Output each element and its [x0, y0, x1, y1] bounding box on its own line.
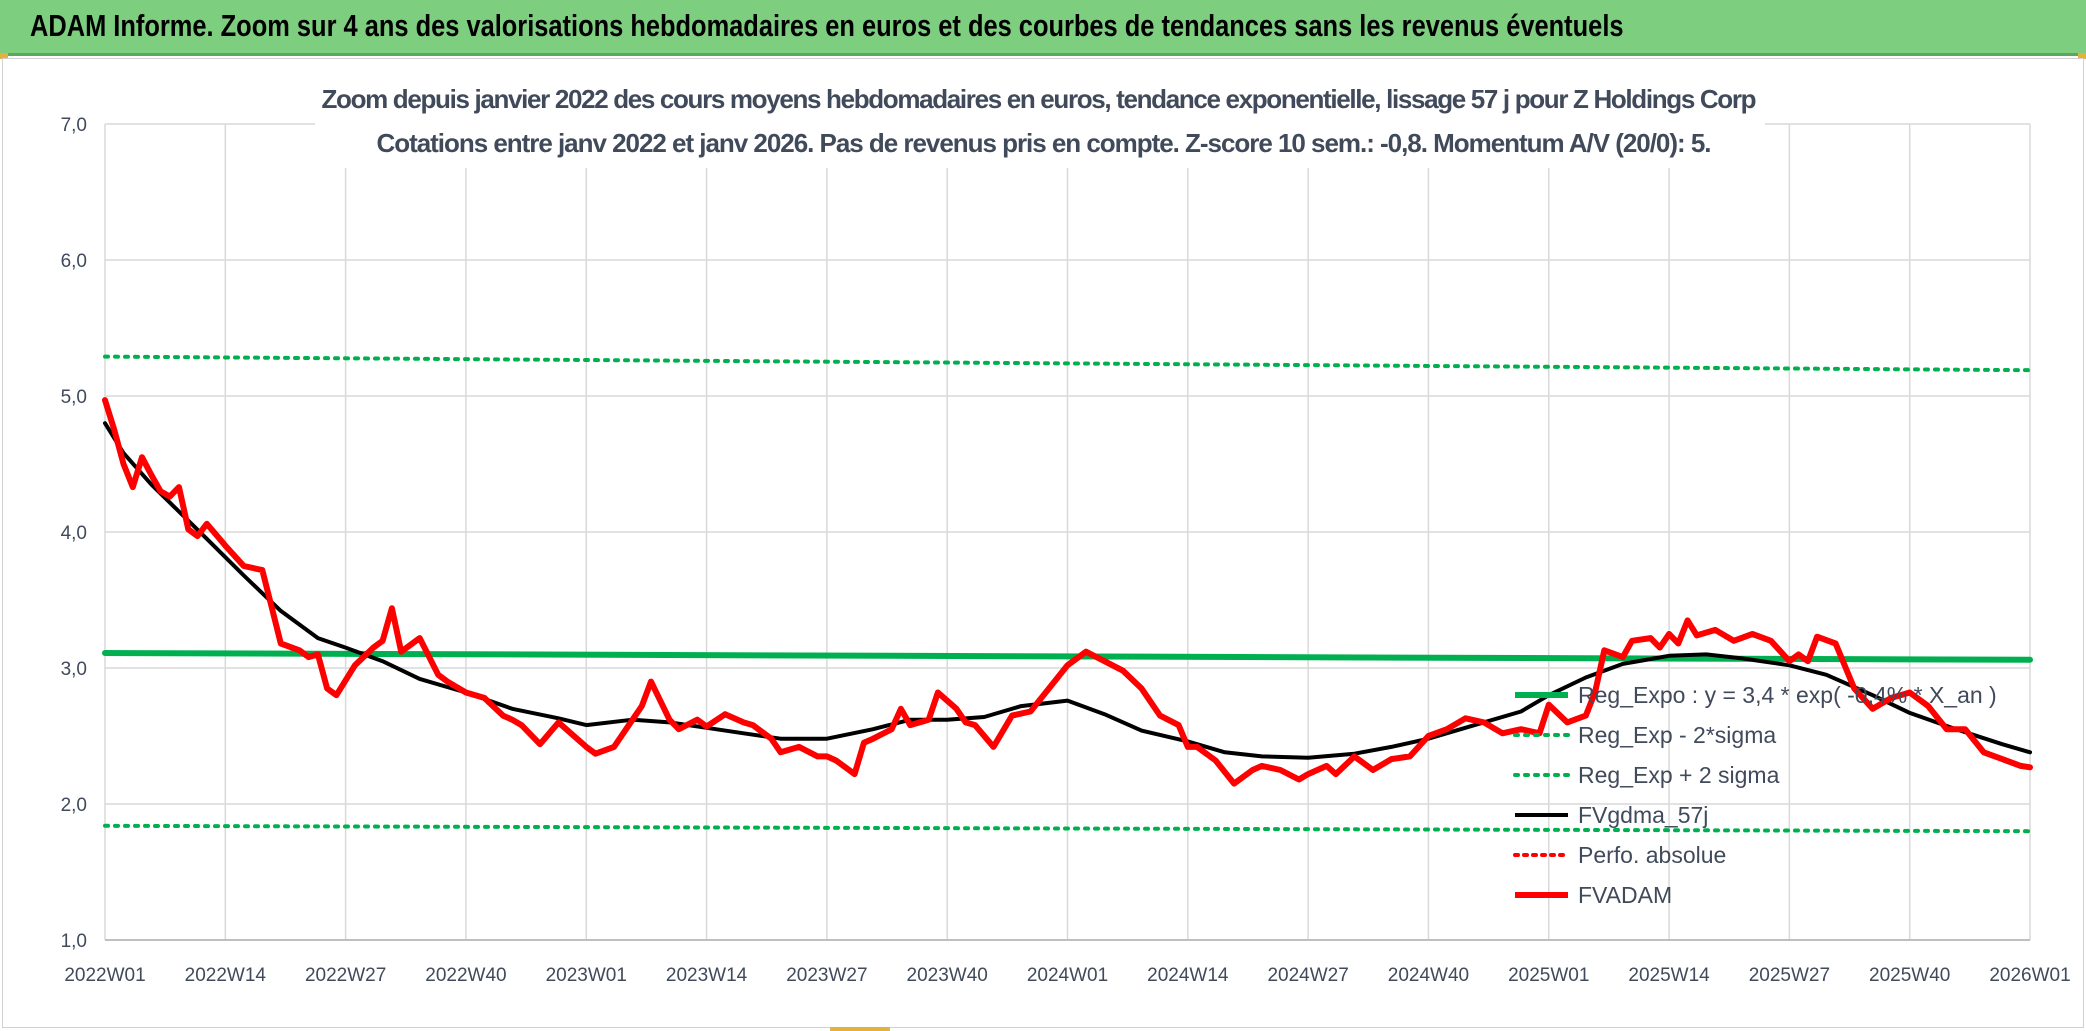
bottom-accent [830, 1027, 890, 1031]
x-tick-label: 2023W01 [546, 965, 627, 986]
x-tick-label: 2025W27 [1749, 965, 1830, 986]
banner-title: ADAM Informe. Zoom sur 4 ans des valoris… [30, 8, 1624, 43]
y-tick-label: 6,0 [61, 251, 87, 272]
title-backdrop [315, 80, 1765, 168]
y-tick-label: 3,0 [61, 659, 87, 680]
report-banner: ADAM Informe. Zoom sur 4 ans des valoris… [0, 0, 2086, 56]
y-tick-label: 5,0 [61, 387, 87, 408]
x-tick-label: 2022W14 [185, 965, 267, 986]
chart-title: Zoom depuis janvier 2022 des cours moyen… [322, 84, 1757, 114]
x-tick-label: 2023W40 [907, 965, 988, 986]
y-tick-label: 1,0 [61, 931, 87, 952]
upper-sigma-line [103, 354, 2032, 373]
x-tick-label: 2024W27 [1267, 965, 1348, 986]
fvgdma-line [103, 421, 2032, 760]
legend-label: FVADAM [1578, 882, 1672, 908]
x-tick-label: 2024W01 [1027, 965, 1108, 986]
x-tick-label: 2022W40 [425, 965, 506, 986]
x-tick-label: 2022W27 [305, 965, 386, 986]
x-tick-label: 2025W01 [1508, 965, 1589, 986]
chart-frame [2, 58, 2084, 1028]
legend-label: FVgdma_57j [1578, 802, 1708, 828]
legend-label: Reg_Expo : y = 3,4 * exp( -0,4% * X_an ) [1578, 682, 1997, 708]
x-tick-label: 2026W01 [1989, 965, 2070, 986]
x-tick-label: 2023W14 [666, 965, 748, 986]
banner-corner-left [0, 53, 8, 59]
legend-label: Reg_Exp - 2*sigma [1578, 722, 1776, 748]
banner-corner-right [2078, 53, 2086, 59]
x-tick-label: 2025W40 [1869, 965, 1950, 986]
y-tick-label: 7,0 [61, 115, 87, 136]
x-tick-label: 2024W40 [1388, 965, 1469, 986]
y-tick-label: 4,0 [61, 523, 87, 544]
x-tick-label: 2023W27 [786, 965, 867, 986]
fvadam-line [102, 397, 2033, 787]
x-tick-label: 2025W14 [1628, 965, 1710, 986]
lower-sigma-line [103, 823, 2032, 834]
legend-label: Perfo. absolue [1578, 842, 1726, 868]
x-tick-label: 2024W14 [1147, 965, 1229, 986]
x-tick-label: 2022W01 [64, 965, 145, 986]
chart-subtitle: Cotations entre janv 2022 et janv 2026. … [377, 128, 1712, 158]
legend-label: Reg_Exp + 2 sigma [1578, 762, 1780, 788]
y-tick-label: 2,0 [61, 795, 87, 816]
